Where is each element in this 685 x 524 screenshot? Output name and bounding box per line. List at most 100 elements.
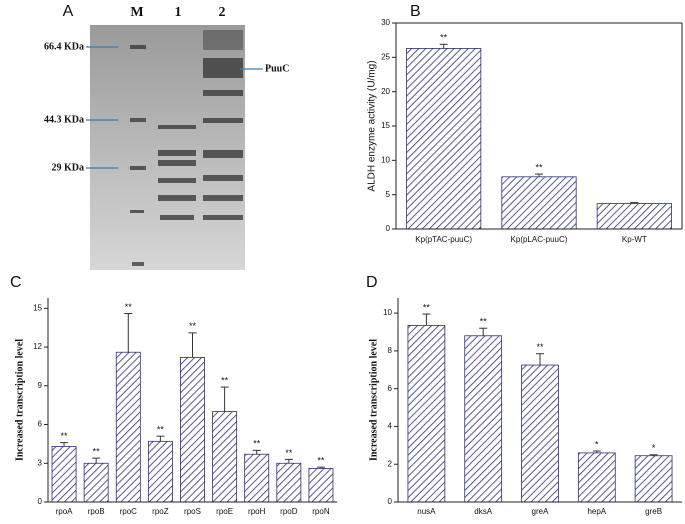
y-tick-label: 25: [381, 52, 390, 61]
x-tick-label: rpoD: [280, 507, 298, 516]
y-tick-label: 0: [386, 224, 391, 233]
error-bar: [536, 353, 544, 366]
x-tick-label: rpoS: [184, 507, 201, 516]
gel-panel: A M 1 2 66.4 KDa 44.3 KDa 29 KDa PuuC: [44, 3, 289, 270]
significance-label: **: [125, 302, 133, 312]
significance-label: **: [157, 425, 165, 435]
significance-label: **: [423, 302, 431, 312]
y-tick-label: 15: [381, 121, 390, 130]
y-tick-label: 10: [383, 308, 392, 317]
x-tick-label: rpoB: [88, 507, 105, 516]
y-tick-label: 3: [38, 458, 43, 467]
error-bar: [316, 466, 325, 469]
error-bar: [439, 43, 448, 49]
bar: [406, 48, 482, 230]
error-bar: [188, 332, 197, 358]
significance-label: **: [535, 162, 543, 172]
panel-label: D: [366, 274, 378, 291]
x-tick-label: greB: [645, 507, 662, 516]
significance-label: **: [189, 321, 197, 331]
y-tick-label: 6: [38, 420, 43, 429]
y-tick-label: 20: [381, 87, 390, 96]
significance-label: **: [317, 456, 325, 466]
x-tick-label: rpoZ: [152, 507, 169, 516]
panel-label: A: [63, 3, 74, 20]
error-bar: [649, 454, 658, 456]
y-axis-label: Increased transcription level: [14, 339, 25, 461]
lane-label: 1: [175, 5, 182, 20]
y-tick-label: 5: [386, 190, 391, 199]
x-tick-label: rpoA: [56, 507, 74, 516]
y-tick-label: 15: [33, 303, 42, 312]
error-bar: [535, 173, 543, 177]
bar: [180, 356, 205, 503]
error-bar: [220, 386, 229, 412]
marker-label: 66.4 KDa: [44, 41, 84, 52]
x-tick-label: Kp(pLAC-puuC): [511, 235, 568, 244]
y-tick-label: 6: [388, 384, 393, 393]
y-tick-label: 2: [388, 459, 393, 468]
y-tick-label: 12: [33, 342, 42, 351]
band-label: PuuC: [265, 63, 289, 74]
y-tick-label: 0: [38, 497, 43, 506]
marker-label: 29 KDa: [52, 162, 85, 173]
bar: [501, 176, 577, 230]
error-bar: [479, 327, 488, 336]
x-tick-label: rpoC: [120, 507, 138, 516]
bar: [83, 462, 109, 503]
bar: [596, 203, 672, 230]
marker-label: 44.3 KDa: [44, 114, 84, 125]
y-tick-label: 10: [381, 155, 390, 164]
x-tick-label: hepA: [587, 507, 606, 516]
x-tick-label: nusA: [417, 507, 436, 516]
y-tick-label: 8: [388, 346, 393, 355]
significance-label: **: [221, 375, 229, 385]
y-axis-label: Increased transcription level: [368, 339, 379, 461]
bar: [276, 462, 302, 503]
significance-label: *: [652, 443, 656, 453]
marker-lines: [86, 46, 263, 169]
x-tick-label: dksA: [474, 507, 492, 516]
significance-label: **: [61, 431, 69, 441]
bar: [51, 446, 77, 503]
y-tick-label: 30: [381, 18, 390, 27]
panel-label: C: [10, 274, 22, 291]
significance-label: **: [440, 33, 448, 43]
error-bar: [592, 450, 601, 453]
error-bar: [284, 458, 293, 464]
bar: [147, 440, 173, 503]
x-tick-label: rpoE: [216, 507, 233, 516]
error-bar: [422, 313, 431, 326]
bar: [577, 452, 616, 503]
significance-label: **: [480, 317, 488, 327]
x-tick-label: Kp-WT: [622, 235, 647, 244]
significance-label: **: [93, 446, 101, 456]
panel-label: B: [410, 3, 421, 20]
y-tick-label: 4: [388, 422, 393, 431]
x-tick-label: greA: [532, 507, 550, 516]
bar: [244, 453, 270, 503]
x-tick-label: rpoN: [312, 507, 330, 516]
significance-label: *: [595, 439, 599, 449]
lane-label: M: [130, 5, 143, 20]
bar: [308, 468, 334, 503]
bar: [407, 324, 446, 503]
x-tick-label: Kp(pTAC-puuC): [415, 235, 472, 244]
bar: [464, 335, 503, 503]
bar: [634, 455, 673, 503]
error-bar: [630, 202, 639, 204]
gel-bands: [130, 30, 243, 266]
bar: [212, 411, 238, 503]
bar: [115, 351, 141, 503]
error-bar: [92, 457, 101, 464]
error-bar: [156, 435, 165, 442]
chart-panel: C Increased transcription level 0 3 6 9 12 15 **…: [10, 274, 337, 516]
bar: [521, 364, 559, 503]
y-axis-label: ALDH enzyme activity (U/mg): [367, 60, 378, 191]
y-tick-label: 0: [388, 497, 393, 506]
significance-label: **: [536, 342, 544, 352]
error-bar: [252, 449, 261, 455]
error-bar: [60, 442, 69, 447]
